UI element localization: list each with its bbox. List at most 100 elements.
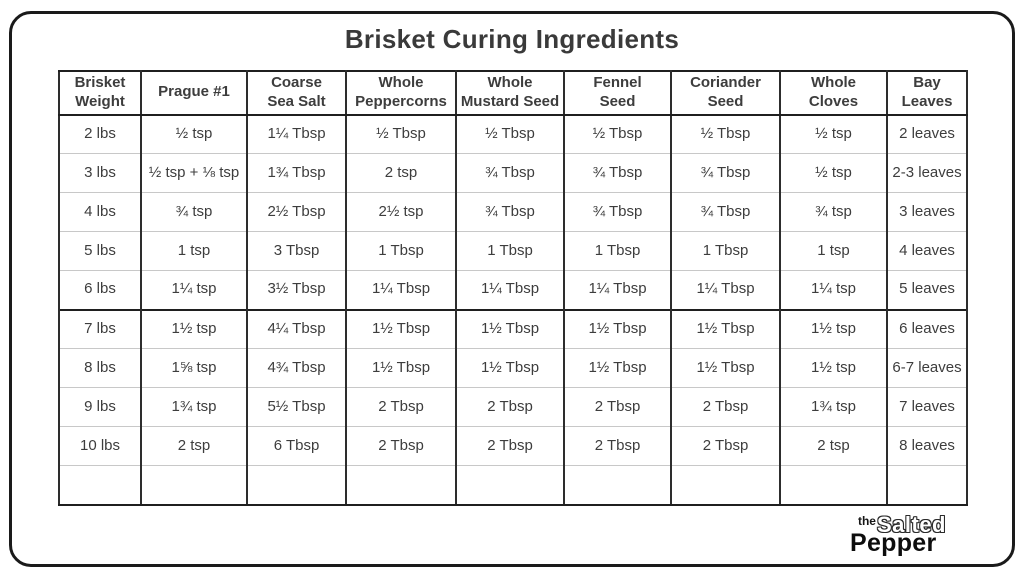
table-cell: 1 tsp (140, 231, 248, 271)
table-cell: 9 lbs (58, 387, 142, 427)
table-cell: 5 leaves (886, 270, 968, 310)
table-cell: 5 lbs (58, 231, 142, 271)
table-cell (58, 465, 142, 506)
table-cell: 2 Tbsp (455, 426, 565, 466)
table-cell: 1¾ Tbsp (246, 153, 347, 193)
table-cell: 1½ tsp (140, 308, 248, 349)
table-cell: 3½ Tbsp (246, 270, 347, 310)
table-cell: ½ tsp (779, 153, 888, 193)
logo-top-line: the Salted (858, 514, 946, 536)
table-cell: 1 Tbsp (670, 231, 781, 271)
column-header: Coarse Sea Salt (246, 70, 347, 116)
table-cell: 6-7 leaves (886, 348, 968, 388)
table-cell: 1½ Tbsp (345, 348, 457, 388)
table-cell: 7 lbs (58, 308, 142, 349)
table-cell: ¾ Tbsp (563, 153, 672, 193)
table-cell: 1¾ tsp (779, 387, 888, 427)
table-body: 2 lbs ½ tsp 1¼ Tbsp ½ Tbsp ½ Tbsp ½ Tbsp ½ Tbs… (58, 114, 968, 506)
column-header: Fennel Seed (563, 70, 672, 116)
table-cell: 2-3 leaves (886, 153, 968, 193)
table-cell: ½ tsp (779, 114, 888, 154)
table-cell: 3 leaves (886, 192, 968, 232)
table-row: 10 lbs 2 tsp 6 Tbsp 2 Tbsp 2 Tbsp 2 Tbsp 2 Tbs… (58, 426, 968, 466)
table-cell: ¾ Tbsp (670, 192, 781, 232)
column-header: Bay Leaves (886, 70, 968, 116)
table-cell: 1¼ Tbsp (345, 270, 457, 310)
table-row: 6 lbs 1¼ tsp 3½ Tbsp 1¼ Tbsp 1¼ Tbsp 1¼ Tbsp 1… (58, 270, 968, 310)
page-title: Brisket Curing Ingredients (344, 24, 680, 54)
table-cell: 4 lbs (58, 192, 142, 232)
table-cell: 1½ Tbsp (563, 348, 672, 388)
table-header: Brisket Weight Prague #1 Coarse Sea Salt Whol… (58, 70, 968, 116)
table-cell: ½ Tbsp (345, 114, 457, 154)
table-cell: 1¼ tsp (779, 270, 888, 310)
table-row: 4 lbs ¾ tsp 2½ Tbsp 2½ tsp ¾ Tbsp ¾ Tbsp ¾ Tbs… (58, 192, 968, 232)
table-cell: 1½ Tbsp (345, 308, 457, 349)
table-cell: 2 Tbsp (670, 387, 781, 427)
table-cell: ¾ Tbsp (563, 192, 672, 232)
table-cell: ¾ Tbsp (455, 192, 565, 232)
table-cell: 3 lbs (58, 153, 142, 193)
table-cell: 1½ Tbsp (563, 308, 672, 349)
table-cell: 1 tsp (779, 231, 888, 271)
column-header: Whole Cloves (779, 70, 888, 116)
table-cell: 1 Tbsp (455, 231, 565, 271)
column-header: Whole Peppercorns (345, 70, 457, 116)
table-cell: 3 Tbsp (246, 231, 347, 271)
table-cell: 1½ Tbsp (455, 308, 565, 349)
table-cell: 2 Tbsp (670, 426, 781, 466)
table-cell: 1½ Tbsp (670, 308, 781, 349)
table-cell: 2 Tbsp (563, 387, 672, 427)
table-cell: ¾ tsp (140, 192, 248, 232)
table-cell: 4 leaves (886, 231, 968, 271)
table-row: 9 lbs 1¾ tsp 5½ Tbsp 2 Tbsp 2 Tbsp 2 Tbsp 2 Tb… (58, 387, 968, 427)
table-cell: 2 Tbsp (345, 387, 457, 427)
table-cell: 1½ tsp (779, 308, 888, 349)
table-row: 8 lbs 1⅝ tsp 4¾ Tbsp 1½ Tbsp 1½ Tbsp 1½ Tbsp 1… (58, 348, 968, 388)
table-cell: 2 tsp (140, 426, 248, 466)
table-cell: 8 leaves (886, 426, 968, 466)
table-cell: 6 leaves (886, 308, 968, 349)
salted-pepper-logo: the Salted Pepper (850, 514, 946, 556)
table-cell: 1¼ Tbsp (246, 114, 347, 154)
table-cell (140, 465, 248, 506)
table-cell: 2 leaves (886, 114, 968, 154)
table-cell (563, 465, 672, 506)
table-cell: ¾ Tbsp (670, 153, 781, 193)
table-cell: 6 lbs (58, 270, 142, 310)
table-cell: 1½ tsp (779, 348, 888, 388)
table-cell: 6 Tbsp (246, 426, 347, 466)
table-cell: 2 Tbsp (563, 426, 672, 466)
table-cell: 2½ tsp (345, 192, 457, 232)
table-cell: 4¾ Tbsp (246, 348, 347, 388)
table-row: 7 lbs 1½ tsp 4¼ Tbsp 1½ Tbsp 1½ Tbsp 1½ Tbsp 1… (58, 308, 968, 349)
table-cell (886, 465, 968, 506)
column-header: Brisket Weight (58, 70, 142, 116)
table-row: 5 lbs 1 tsp 3 Tbsp 1 Tbsp 1 Tbsp 1 Tbsp 1 Tbsp… (58, 231, 968, 271)
table-cell: 8 lbs (58, 348, 142, 388)
table-cell: 2 lbs (58, 114, 142, 154)
table-cell: 1⅝ tsp (140, 348, 248, 388)
table-cell (779, 465, 888, 506)
table-cell: 2 tsp (779, 426, 888, 466)
table-cell: 1½ Tbsp (670, 348, 781, 388)
table-cell: 1¼ tsp (140, 270, 248, 310)
logo-the-text: the (857, 514, 876, 528)
table-cell: 1¼ Tbsp (670, 270, 781, 310)
table-cell: 2½ Tbsp (246, 192, 347, 232)
table-cell: 1¼ Tbsp (563, 270, 672, 310)
table-row: 2 lbs ½ tsp 1¼ Tbsp ½ Tbsp ½ Tbsp ½ Tbsp ½ Tbs… (58, 114, 968, 154)
table-cell: ¾ tsp (779, 192, 888, 232)
table-cell (455, 465, 565, 506)
table-cell: 1½ Tbsp (455, 348, 565, 388)
table-cell: ¾ Tbsp (455, 153, 565, 193)
brisket-curing-table: Brisket Weight Prague #1 Coarse Sea Salt Whol… (58, 70, 968, 506)
column-header: Coriander Seed (670, 70, 781, 116)
logo-pepper-text: Pepper (849, 529, 937, 557)
table-cell: ½ Tbsp (455, 114, 565, 154)
table-cell: 10 lbs (58, 426, 142, 466)
table-cell (246, 465, 347, 506)
table-cell: 7 leaves (886, 387, 968, 427)
table-cell: 2 Tbsp (455, 387, 565, 427)
table-cell (670, 465, 781, 506)
